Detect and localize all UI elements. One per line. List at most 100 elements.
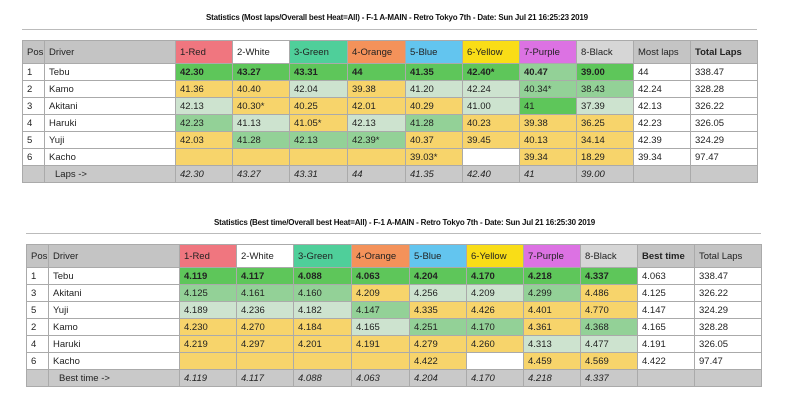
lap-cell	[289, 148, 348, 166]
best-cell: 42.39	[633, 131, 691, 149]
column-header: Total Laps	[694, 244, 762, 268]
table-row: 1 Tebu 42.30 43.27 43.31 44 41.35 42.40* 40.47 39…	[22, 63, 758, 81]
pos-cell: 6	[26, 352, 49, 370]
table-row: 1 Tebu 4.119 4.117 4.088 4.063 4.204 4.170 4.218…	[26, 267, 762, 285]
lap-cell: 4.201	[293, 335, 352, 353]
driver-cell: Tebu	[48, 267, 180, 285]
lap-cell: 4.170	[466, 318, 524, 336]
footer-value: 43.27	[232, 165, 290, 183]
footer-value: 4.117	[236, 369, 294, 387]
footer-blank	[22, 165, 45, 183]
lap-cell: 40.40	[232, 80, 290, 98]
lap-cell	[293, 352, 352, 370]
table2-title: Statistics (Best time/Overall best Heat=…	[214, 218, 595, 227]
column-header: Most laps	[633, 40, 691, 64]
best-cell: 39.34	[633, 148, 691, 166]
footer-blank	[26, 369, 49, 387]
column-header: 5-Blue	[409, 244, 467, 268]
table-row: 2 Kamo 4.230 4.270 4.184 4.165 4.251 4.170 4.361…	[26, 318, 762, 336]
lap-cell: 4.335	[409, 301, 467, 319]
lap-cell: 4.165	[351, 318, 410, 336]
table-row: 4 Haruki 4.219 4.297 4.201 4.191 4.279 4.260 4.3…	[26, 335, 762, 353]
lap-cell: 4.361	[523, 318, 581, 336]
lap-cell: 4.459	[523, 352, 581, 370]
footer-value: 39.00	[576, 165, 634, 183]
driver-cell: Yuji	[48, 301, 180, 319]
column-header: Total Laps	[690, 40, 758, 64]
column-header: 7-Purple	[523, 244, 581, 268]
lap-cell: 4.191	[351, 335, 410, 353]
lap-cell: 4.270	[236, 318, 294, 336]
lap-cell: 40.25	[289, 97, 348, 115]
lap-cell: 4.117	[236, 267, 294, 285]
lap-cell	[179, 352, 237, 370]
lap-cell: 34.14	[576, 131, 634, 149]
lap-cell: 4.297	[236, 335, 294, 353]
footer-value: 41.35	[405, 165, 463, 183]
driver-cell: Kacho	[48, 352, 180, 370]
lap-cell: 37.39	[576, 97, 634, 115]
lap-cell: 39.45	[462, 131, 520, 149]
lap-cell: 41	[519, 97, 577, 115]
lap-cell: 39.03*	[405, 148, 463, 166]
column-header: 4-Orange	[347, 40, 406, 64]
pos-cell: 5	[22, 131, 45, 149]
table1-title-rule	[22, 29, 757, 30]
lap-cell: 4.299	[523, 284, 581, 302]
lap-cell: 41.20	[405, 80, 463, 98]
pos-cell: 3	[26, 284, 49, 302]
footer-blank	[633, 165, 691, 183]
driver-cell: Haruki	[48, 335, 180, 353]
footer-value: 41	[519, 165, 577, 183]
lap-cell: 41.35	[405, 63, 463, 81]
lap-cell: 4.260	[466, 335, 524, 353]
total-cell: 328.28	[690, 80, 758, 98]
lap-cell	[175, 148, 233, 166]
best-cell: 4.165	[637, 318, 695, 336]
column-header: 3-Green	[289, 40, 348, 64]
table2-title-rule	[26, 233, 761, 234]
pos-cell: 2	[22, 80, 45, 98]
column-header: 2-White	[236, 244, 294, 268]
lap-cell: 4.161	[236, 284, 294, 302]
total-cell: 324.29	[694, 301, 762, 319]
driver-cell: Akitani	[44, 97, 176, 115]
column-header: 1-Red	[179, 244, 237, 268]
driver-cell: Akitani	[48, 284, 180, 302]
lap-cell: 4.422	[409, 352, 467, 370]
column-header: 6-Yellow	[466, 244, 524, 268]
lap-cell: 4.182	[293, 301, 352, 319]
lap-cell: 42.30	[175, 63, 233, 81]
footer-row: Best time -> 4.119 4.117 4.088 4.063 4.204 4.1…	[26, 369, 762, 387]
lap-cell: 44	[347, 63, 406, 81]
footer-value: 4.170	[466, 369, 524, 387]
lap-cell: 42.23	[175, 114, 233, 132]
lap-cell: 42.13	[175, 97, 233, 115]
table-row: 3 Akitani 42.13 40.30* 40.25 42.01 40.29 41.00 4…	[22, 97, 758, 115]
lap-cell: 4.256	[409, 284, 467, 302]
table-row: 3 Akitani 4.125 4.161 4.160 4.209 4.256 4.209 4.…	[26, 284, 762, 302]
column-header: Pos	[26, 244, 49, 268]
total-cell: 97.47	[690, 148, 758, 166]
footer-value: 4.119	[179, 369, 237, 387]
footer-value: 42.30	[175, 165, 233, 183]
total-cell: 338.47	[690, 63, 758, 81]
pos-cell: 1	[26, 267, 49, 285]
table-row: 4 Haruki 42.23 41.13 41.05* 42.13 41.28 40.23 39…	[22, 114, 758, 132]
lap-cell: 4.230	[179, 318, 237, 336]
pos-cell: 3	[22, 97, 45, 115]
lap-cell: 42.04	[289, 80, 348, 98]
footer-value: 4.337	[580, 369, 638, 387]
lap-cell: 4.063	[351, 267, 410, 285]
driver-cell: Kacho	[44, 148, 176, 166]
lap-cell: 41.28	[232, 131, 290, 149]
lap-cell: 4.770	[580, 301, 638, 319]
footer-value: 44	[347, 165, 406, 183]
best-cell: 42.23	[633, 114, 691, 132]
footer-blank	[690, 165, 758, 183]
column-header: 8-Black	[580, 244, 638, 268]
lap-cell: 36.25	[576, 114, 634, 132]
lap-cell	[347, 148, 406, 166]
lap-cell: 4.251	[409, 318, 467, 336]
column-header: 7-Purple	[519, 40, 577, 64]
